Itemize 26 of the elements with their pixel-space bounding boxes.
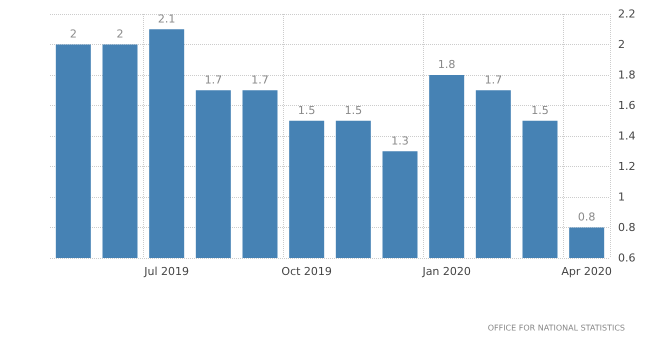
data-label: 1.5 bbox=[531, 104, 549, 117]
y-tick-label: 2.2 bbox=[618, 8, 636, 20]
y-tick-label: 1.6 bbox=[618, 99, 636, 112]
text: OFFICE FOR NATIONAL STATISTICS bbox=[488, 324, 626, 332]
data-label: 2 bbox=[116, 28, 124, 40]
y-tick-label: 0.6 bbox=[618, 252, 636, 264]
y-tick-label: 2 bbox=[618, 38, 625, 51]
y-tick-label: 1.2 bbox=[618, 160, 636, 173]
data-label: 1.7 bbox=[484, 73, 502, 86]
x-tick-label: Jan 2020 bbox=[421, 265, 471, 278]
y-tick-label: 1 bbox=[618, 190, 625, 204]
y-tick-label: 1.4 bbox=[618, 130, 636, 142]
data-label: 1.7 bbox=[251, 73, 269, 86]
data-label: 2 bbox=[70, 28, 77, 40]
x-tick-label: Apr 2020 bbox=[561, 265, 612, 278]
data-label: 1.8 bbox=[438, 58, 456, 71]
data-label: 1.5 bbox=[344, 104, 362, 117]
data-label: 1.3 bbox=[391, 134, 409, 148]
data-label: 1.5 bbox=[298, 104, 316, 117]
x-tick-label: Jul 2019 bbox=[143, 265, 190, 278]
y-tick-label: 1.8 bbox=[618, 68, 636, 82]
data-label: 2.1 bbox=[158, 12, 176, 26]
y-tick-label: 0.8 bbox=[618, 221, 636, 234]
data-label: 1.7 bbox=[204, 73, 222, 86]
data-label: 0.8 bbox=[578, 210, 596, 224]
x-tick-label: Oct 2019 bbox=[281, 265, 332, 278]
